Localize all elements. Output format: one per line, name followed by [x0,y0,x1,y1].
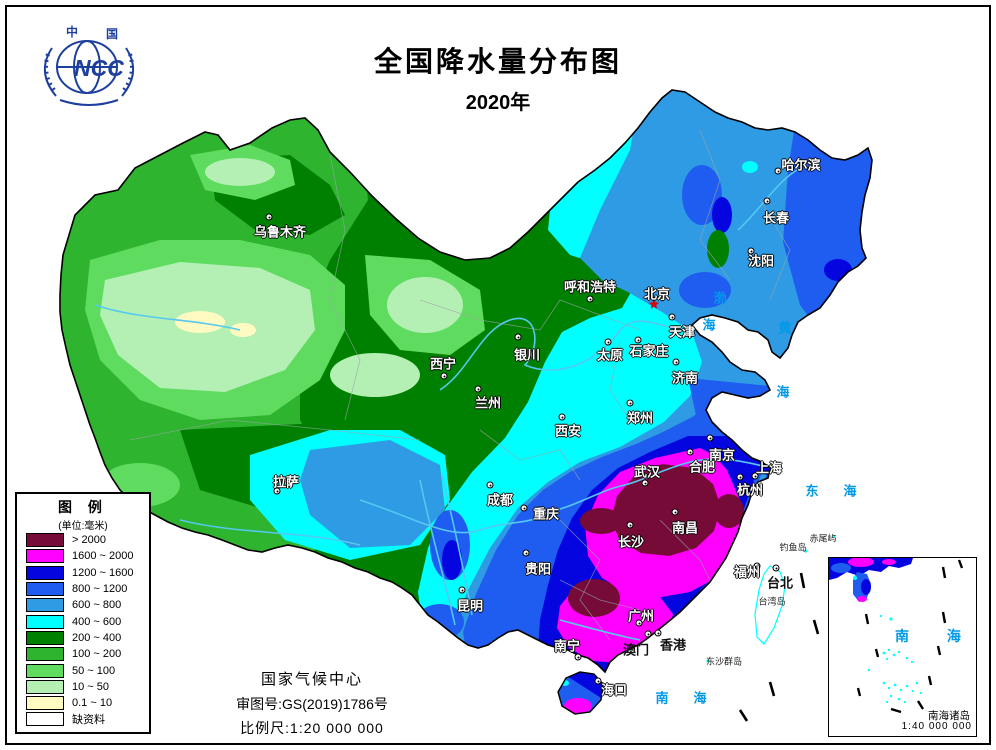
legend-label: 10 ~ 50 [72,680,110,693]
legend-label: 1200 ~ 1600 [72,566,134,579]
legend-row: 100 ~ 200 [17,646,149,662]
legend-row: 200 ~ 400 [17,630,149,646]
legend-swatch [26,663,64,678]
legend-label: 200 ~ 400 [72,631,122,644]
ncc-logo: 中 国 NCC [44,24,134,106]
legend-label: > 2000 [72,534,106,547]
legend-label: 100 ~ 200 [72,648,122,661]
legend-swatch [26,533,64,548]
legend-swatch [26,549,64,564]
province-boundaries [129,129,791,641]
legend-row: 1600 ~ 2000 [17,548,149,564]
legend-row: 600 ~ 800 [17,597,149,613]
logo-acronym: NCC [74,55,124,81]
legend-title: 图 例 [58,499,108,515]
legend-label: 50 ~ 100 [72,664,116,677]
legend-label: 1600 ~ 2000 [72,550,134,563]
legend-swatch [26,647,64,662]
hainan-outline [557,671,604,715]
legend-row: 400 ~ 600 [17,613,149,629]
legend-label: 600 ~ 800 [72,599,122,612]
legend-row: 50 ~ 100 [17,662,149,678]
inset-scale: 1:40 000 000 [901,721,972,732]
logo-char-left: 中 [66,24,78,39]
legend-unit: (单位:毫米) [58,521,108,532]
offshore-islands [706,534,836,663]
south-china-sea-inset: 南 海 南海诸岛 1:40 000 000 [828,557,977,737]
legend-swatch [26,630,64,645]
legend-row: 10 ~ 50 [17,679,149,695]
inset-map [829,557,964,714]
nine-dash-line-segments [738,572,820,722]
legend-swatch [26,598,64,613]
legend-row: 1200 ~ 1600 [17,565,149,581]
taiwan-outline [754,565,786,645]
logo-char-right: 国 [106,27,118,41]
legend-swatch [26,614,64,629]
legend-row: > 2000 [17,532,149,548]
legend-label: 0.1 ~ 10 [72,697,113,710]
legend-swatch [26,712,64,727]
legend-label: 缺资料 [72,714,105,727]
legend-label: 800 ~ 1200 [72,583,128,596]
inset-nine-dash-line [856,559,964,714]
inset-islands-name: 南海诸岛 [928,710,970,722]
legend-row: 800 ~ 1200 [17,581,149,597]
page-subtitle: 2020年 [465,92,531,114]
page-title: 全国降水量分布图 [373,46,623,77]
legend-swatch [26,679,64,694]
rivers [94,167,801,641]
inset-sea-label: 南 海 [895,628,978,644]
legend-swatch [26,582,64,597]
legend-box: 图 例 (单位:毫米) > 2000 1600 ~ 2000 1200 ~ 1600… [15,492,151,734]
inset-islands [867,614,923,704]
china-border-outline [59,89,873,674]
approval-number: 审图号:GS(2019)1786号 [236,696,388,712]
legend-row: 缺资料 [17,711,149,727]
org-name: 国家气候中心 [260,671,363,688]
map-attribution: 国家气候中心 审图号:GS(2019)1786号 比例尺:1:20 000 00… [192,668,432,738]
legend-row: 0.1 ~ 10 [17,695,149,711]
legend-label: 400 ~ 600 [72,615,122,628]
legend-swatch [26,565,64,580]
legend-swatch [26,696,64,711]
map-scale: 比例尺:1:20 000 000 [240,720,384,736]
